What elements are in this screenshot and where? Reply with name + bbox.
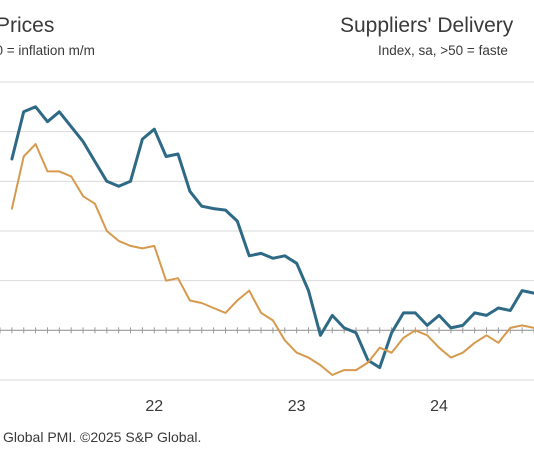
x-tick-label-24: 24 bbox=[430, 398, 448, 415]
x-axis bbox=[0, 327, 534, 334]
gridlines bbox=[0, 81, 534, 381]
series-line-0 bbox=[10, 105, 534, 370]
series-line-1 bbox=[10, 143, 534, 376]
right-chart-subtitle: Index, sa, >50 = faste bbox=[378, 43, 508, 58]
left-chart-subtitle: 50 = inflation m/m bbox=[0, 43, 95, 58]
x-tick-label-22: 22 bbox=[145, 398, 163, 415]
x-tick-labels: 22 23 24 bbox=[145, 398, 448, 415]
right-chart-title: Suppliers' Delivery bbox=[340, 14, 514, 37]
source-footnote: P Global PMI. ©2025 S&P Global. bbox=[0, 429, 202, 445]
series-lines bbox=[10, 105, 534, 376]
left-chart-title: Prices bbox=[0, 14, 55, 37]
x-tick-label-23: 23 bbox=[288, 398, 306, 415]
